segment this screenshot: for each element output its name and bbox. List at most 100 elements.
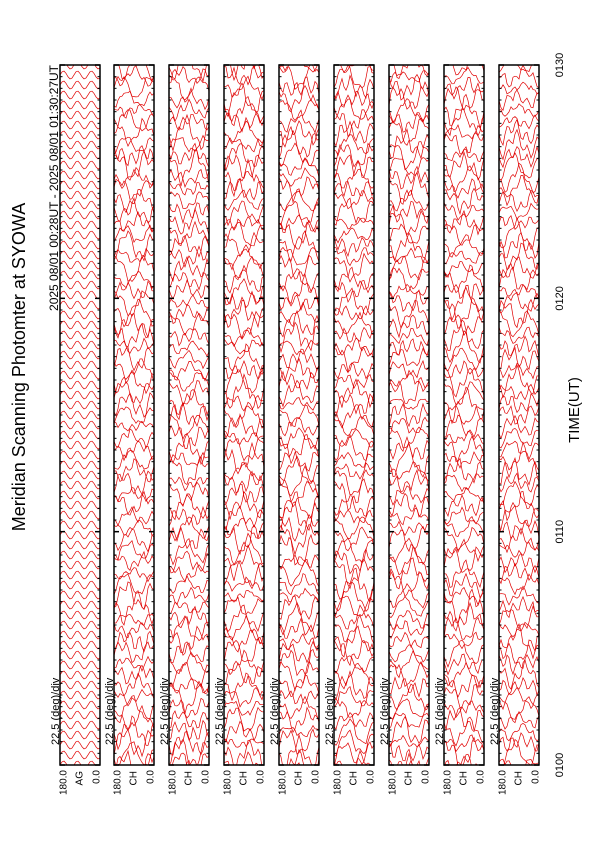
trace bbox=[444, 414, 484, 438]
trace bbox=[114, 428, 154, 450]
trace bbox=[279, 357, 319, 382]
trace bbox=[279, 348, 319, 372]
y-tick-label: 180.0 bbox=[333, 770, 344, 795]
trace bbox=[499, 504, 539, 530]
trace bbox=[334, 247, 374, 267]
trace bbox=[279, 397, 319, 411]
trace bbox=[114, 749, 154, 765]
trace bbox=[60, 110, 100, 120]
y-tick-label: 0.0 bbox=[201, 770, 212, 784]
trace bbox=[444, 586, 484, 606]
trace bbox=[169, 220, 209, 248]
trace bbox=[499, 542, 539, 558]
time-range: 2025 08/01 00:28UT - 2025 08/01 01:30:27… bbox=[47, 64, 61, 311]
trace bbox=[169, 168, 209, 188]
trace bbox=[224, 222, 264, 249]
trace bbox=[499, 658, 539, 690]
trace bbox=[499, 242, 539, 271]
y-tick-label: 180.0 bbox=[388, 770, 399, 795]
scale-label: 22.5 (deg)/div bbox=[269, 677, 281, 745]
trace bbox=[60, 210, 100, 220]
trace bbox=[444, 283, 484, 300]
trace bbox=[389, 267, 429, 293]
trace bbox=[169, 537, 209, 566]
trace bbox=[499, 346, 539, 371]
trace bbox=[279, 157, 319, 178]
trace bbox=[169, 202, 209, 225]
trace bbox=[334, 478, 374, 511]
trace bbox=[499, 81, 539, 95]
trace bbox=[279, 587, 319, 603]
channel-label: CH bbox=[459, 771, 470, 785]
trace bbox=[499, 440, 539, 461]
trace bbox=[60, 650, 100, 660]
trace bbox=[444, 187, 484, 216]
traces bbox=[499, 65, 539, 765]
trace bbox=[114, 450, 154, 470]
trace bbox=[444, 684, 484, 709]
trace bbox=[444, 223, 484, 246]
trace bbox=[224, 470, 264, 494]
trace bbox=[499, 214, 539, 230]
trace bbox=[499, 621, 539, 638]
scale-label: 22.5 (deg)/div bbox=[379, 677, 391, 745]
trace bbox=[224, 264, 264, 294]
trace bbox=[114, 166, 154, 190]
trace bbox=[169, 651, 209, 675]
trace bbox=[389, 247, 429, 264]
trace bbox=[60, 180, 100, 190]
trace bbox=[60, 640, 100, 650]
trace bbox=[60, 360, 100, 370]
trace bbox=[224, 120, 264, 147]
trace bbox=[60, 410, 100, 420]
trace bbox=[334, 252, 374, 283]
trace bbox=[224, 310, 264, 340]
trace bbox=[169, 719, 209, 741]
traces bbox=[389, 65, 429, 765]
trace bbox=[60, 450, 100, 460]
trace bbox=[279, 339, 319, 356]
trace bbox=[499, 677, 539, 696]
trace bbox=[114, 149, 154, 181]
scale-label: 22.5 (deg)/div bbox=[434, 677, 446, 745]
trace bbox=[389, 65, 429, 79]
panel-frame bbox=[388, 64, 430, 766]
trace bbox=[279, 558, 319, 588]
trace bbox=[114, 90, 154, 108]
scale-label: 22.5 (deg)/div bbox=[104, 677, 116, 745]
panel-frame bbox=[333, 64, 375, 766]
trace bbox=[334, 741, 374, 765]
trace bbox=[389, 734, 429, 748]
trace bbox=[224, 700, 264, 716]
y-tick-label: 0.0 bbox=[146, 770, 157, 784]
trace bbox=[499, 89, 539, 112]
trace bbox=[279, 480, 319, 508]
trace bbox=[334, 236, 374, 258]
trace bbox=[169, 74, 209, 101]
trace bbox=[389, 210, 429, 236]
trace bbox=[169, 601, 209, 614]
trace bbox=[169, 207, 209, 236]
trace bbox=[279, 733, 319, 765]
x-tick-label: 0130 bbox=[554, 53, 566, 77]
trace bbox=[114, 641, 154, 664]
trace bbox=[169, 641, 209, 664]
trace bbox=[279, 84, 319, 113]
trace bbox=[334, 698, 374, 718]
trace bbox=[279, 648, 319, 677]
trace bbox=[389, 256, 429, 281]
trace bbox=[499, 441, 539, 479]
trace bbox=[279, 640, 319, 664]
trace bbox=[60, 260, 100, 270]
trace bbox=[279, 523, 319, 556]
trace bbox=[444, 546, 484, 573]
trace bbox=[169, 142, 209, 168]
trace bbox=[224, 720, 264, 743]
trace bbox=[169, 255, 209, 283]
trace bbox=[114, 65, 154, 82]
trace bbox=[334, 197, 374, 226]
trace bbox=[114, 109, 154, 134]
trace bbox=[334, 655, 374, 674]
trace bbox=[334, 227, 374, 244]
trace bbox=[499, 519, 539, 541]
